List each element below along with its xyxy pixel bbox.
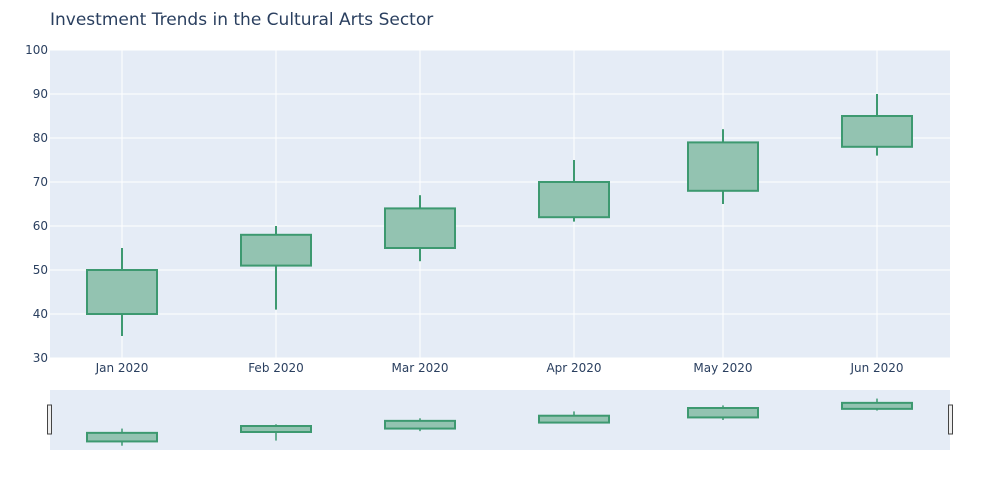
candle-body-5 [841, 115, 913, 148]
x-tick-label-0: Jan 2020 [95, 361, 149, 375]
candles [86, 94, 913, 336]
candle-body-2 [384, 207, 456, 249]
slider-candle-body-1 [240, 425, 312, 433]
y-tick-label-0: 30 [33, 351, 48, 365]
y-tick-label-5: 80 [33, 131, 48, 145]
candle-body-0 [86, 269, 158, 315]
x-tick-label-2: Mar 2020 [392, 361, 449, 375]
plot-area [50, 50, 950, 358]
y-tick-label-2: 50 [33, 263, 48, 277]
range-slider[interactable] [50, 390, 950, 450]
x-tick-label-4: May 2020 [693, 361, 752, 375]
range-slider-candles [86, 398, 913, 446]
chart-title: Investment Trends in the Cultural Arts S… [50, 10, 433, 30]
candle-body-4 [687, 141, 759, 192]
y-tick-label-1: 40 [33, 307, 48, 321]
candle-body-1 [240, 233, 312, 267]
x-axis: Jan 2020 Feb 2020 Mar 2020 Apr 2020 May 2020… [95, 361, 904, 375]
x-tick-label-3: Apr 2020 [546, 361, 601, 375]
x-tick-label-5: Jun 2020 [849, 361, 903, 375]
x-tick-label-1: Feb 2020 [248, 361, 304, 375]
slider-candle-body-3 [538, 414, 610, 424]
y-tick-label-6: 90 [33, 87, 48, 101]
y-tick-label-3: 60 [33, 219, 48, 233]
y-tick-label-7: 100 [25, 43, 48, 57]
slider-candle-body-0 [86, 431, 158, 443]
range-slider-right-handle[interactable] [948, 404, 953, 435]
y-tick-label-4: 70 [33, 175, 48, 189]
y-axis: 30 40 50 60 70 80 90 100 [25, 43, 48, 365]
slider-candle-body-5 [841, 401, 913, 410]
candle-body-3 [538, 181, 610, 219]
range-slider-left-handle[interactable] [47, 404, 52, 435]
slider-candle-body-4 [687, 407, 759, 419]
slider-candle-body-2 [384, 419, 456, 430]
